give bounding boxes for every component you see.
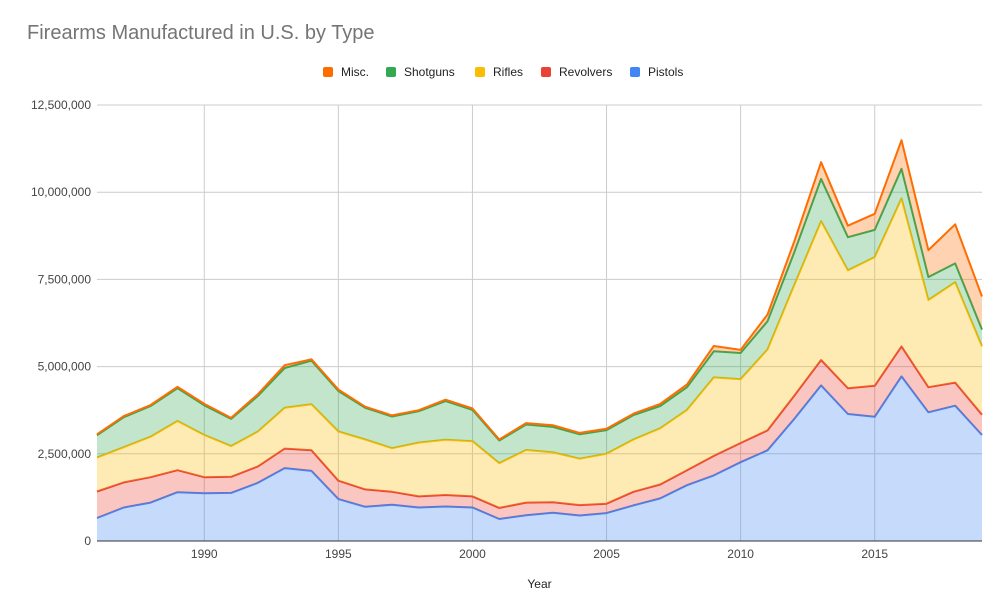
area-rifles <box>97 198 982 508</box>
legend-label: Misc. <box>341 65 369 79</box>
chart-legend: Misc. Shotguns Rifles Revolvers Pistols <box>0 63 1005 81</box>
legend-item-pistols: Pistols <box>630 63 683 81</box>
y-tick-label: 12,500,000 <box>31 98 91 112</box>
y-tick-label: 0 <box>84 534 91 548</box>
legend-swatch <box>475 67 485 77</box>
y-tick-label: 2,500,000 <box>38 447 92 461</box>
line-rifles <box>96 197 983 465</box>
area-misc <box>97 140 982 441</box>
legend-swatch <box>323 67 333 77</box>
legend-label: Rifles <box>493 65 524 79</box>
legend-label: Revolvers <box>559 65 613 79</box>
area-revolvers <box>97 346 982 519</box>
y-tick-label: 5,000,000 <box>38 360 92 374</box>
line-shotguns <box>96 167 983 442</box>
x-tick-label: 2010 <box>727 547 754 561</box>
x-tick-label: 2015 <box>861 547 888 561</box>
x-axis-label: Year <box>527 577 551 591</box>
legend-swatch <box>630 67 640 77</box>
line-pistols <box>96 375 983 520</box>
legend-item-misc: Misc. <box>323 63 369 81</box>
legend-swatch <box>541 67 551 77</box>
legend-label: Shotguns <box>404 65 455 79</box>
y-tick-label: 10,000,000 <box>31 185 91 199</box>
x-tick-label: 2000 <box>459 547 486 561</box>
legend-item-revolvers: Revolvers <box>541 63 612 81</box>
legend-item-rifles: Rifles <box>475 63 523 81</box>
x-tick-label: 1990 <box>191 547 218 561</box>
area-shotguns <box>97 168 982 464</box>
legend-swatch <box>386 67 396 77</box>
x-tick-label: 1995 <box>325 547 352 561</box>
x-tick-label: 2005 <box>593 547 620 561</box>
legend-label: Pistols <box>648 65 684 79</box>
chart-title: Firearms Manufactured in U.S. by Type <box>27 22 375 44</box>
legend-item-shotguns: Shotguns <box>386 63 455 81</box>
y-tick-label: 7,500,000 <box>38 272 92 286</box>
line-revolvers <box>96 345 983 509</box>
line-misc <box>96 139 983 441</box>
area-pistols <box>97 376 982 541</box>
